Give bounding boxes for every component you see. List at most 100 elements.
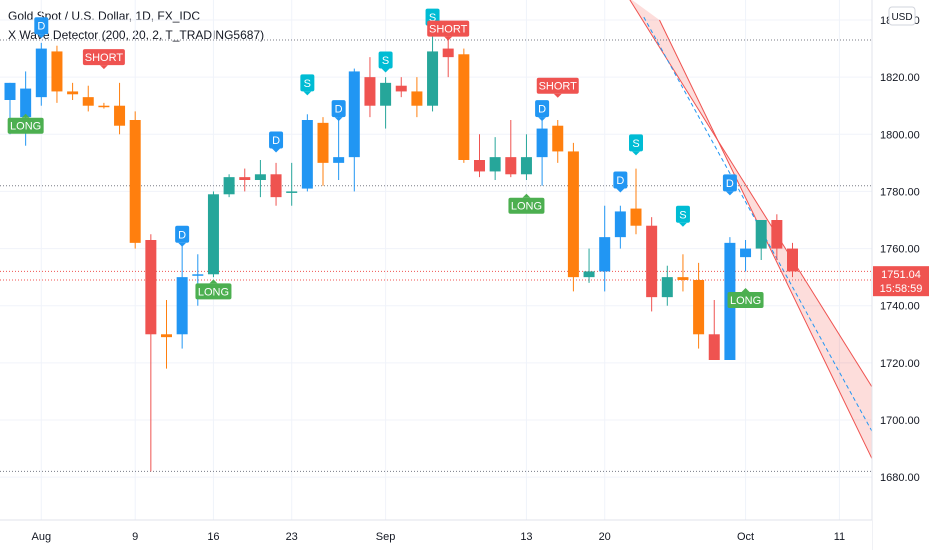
x-tick-label: Aug bbox=[32, 531, 52, 543]
signal-d-tag: D bbox=[613, 171, 628, 193]
signal-tag-pointer bbox=[678, 222, 687, 227]
candle-body bbox=[223, 177, 235, 195]
candle-body bbox=[536, 128, 548, 158]
signal-tag-pointer bbox=[616, 188, 625, 193]
candle-body bbox=[489, 157, 501, 172]
signal-tag-box bbox=[378, 51, 393, 69]
candle-body bbox=[552, 125, 564, 152]
candle-body bbox=[286, 191, 298, 193]
signal-tag-box bbox=[508, 197, 545, 214]
signal-tag-pointer bbox=[444, 36, 453, 41]
candle-body bbox=[4, 82, 16, 100]
candle-body bbox=[395, 85, 407, 92]
signal-tag-label: S bbox=[632, 138, 639, 150]
signal-d-tag: D bbox=[535, 100, 550, 122]
signal-s-tag: S bbox=[378, 51, 393, 73]
signal-tag-pointer bbox=[381, 68, 390, 73]
candle-body bbox=[35, 48, 47, 98]
signal-tag-label: LONG bbox=[198, 286, 229, 298]
signal-tag-label: D bbox=[335, 104, 343, 116]
candle-body bbox=[740, 248, 752, 258]
signal-short-tag: SHORT bbox=[427, 20, 470, 41]
signal-short-tag: SHORT bbox=[536, 77, 579, 98]
y-tick-label: 1720.00 bbox=[880, 358, 920, 370]
signal-tag-pointer bbox=[334, 117, 343, 122]
candle-body bbox=[239, 177, 251, 180]
y-tick-label: 1820.00 bbox=[880, 72, 920, 84]
candle-body bbox=[442, 48, 454, 58]
x-tick-label: 20 bbox=[599, 531, 611, 543]
x-tick-label: 23 bbox=[286, 531, 298, 543]
signal-tag-pointer bbox=[522, 193, 531, 198]
currency-label: USD bbox=[891, 12, 912, 23]
signal-tag-pointer bbox=[209, 279, 218, 284]
signal-tag-box bbox=[300, 74, 315, 92]
time-axis-bg bbox=[0, 520, 872, 550]
candle-body bbox=[630, 208, 642, 226]
signal-tag-box bbox=[195, 283, 232, 300]
candle-body bbox=[661, 277, 673, 298]
signal-tag-pointer bbox=[632, 151, 640, 156]
candle-body bbox=[599, 237, 611, 272]
y-tick-label: 1740.00 bbox=[880, 301, 920, 313]
signal-tag-pointer bbox=[303, 91, 312, 96]
y-tick-label: 1800.00 bbox=[880, 129, 920, 141]
channel-lower-line bbox=[659, 19, 900, 515]
y-tick-label: 1700.00 bbox=[880, 415, 920, 427]
candle-body bbox=[583, 271, 595, 278]
currency-badge: USD bbox=[888, 6, 916, 26]
signal-long-tag: LONG bbox=[727, 288, 764, 308]
signal-tag-label: D bbox=[37, 21, 45, 33]
indicator-title: X Wave Detector (200, 20, 2, T_TRADING56… bbox=[8, 28, 265, 42]
signal-tag-label: D bbox=[726, 178, 734, 190]
x-tick-label: Sep bbox=[376, 531, 396, 543]
candle-body bbox=[505, 157, 517, 175]
candle-body bbox=[51, 51, 63, 92]
signal-tag-pointer bbox=[99, 65, 108, 70]
y-tick-label: 1780.00 bbox=[880, 186, 920, 198]
candle-body bbox=[458, 54, 470, 160]
signal-tag-pointer bbox=[21, 113, 30, 118]
signal-tag-box bbox=[7, 117, 44, 134]
candle-body bbox=[67, 91, 79, 95]
signal-tag-box bbox=[269, 131, 284, 149]
signal-tag-pointer bbox=[178, 242, 187, 247]
candle-body bbox=[20, 88, 32, 118]
countdown-label: 15:58:59 bbox=[880, 283, 923, 295]
candle-body bbox=[677, 277, 689, 280]
candle-body bbox=[348, 71, 360, 158]
x-tick-label: 9 bbox=[132, 531, 138, 543]
signal-tag-label: LONG bbox=[10, 121, 41, 133]
x-tick-label: 16 bbox=[207, 531, 219, 543]
candle-body bbox=[98, 105, 110, 108]
candle-body bbox=[254, 174, 266, 180]
signal-tag-label: SHORT bbox=[85, 52, 124, 64]
signal-s-tag: S bbox=[629, 134, 643, 156]
candle-body bbox=[161, 334, 172, 338]
signal-tag-box bbox=[34, 17, 49, 35]
last-price-box bbox=[873, 266, 929, 297]
signal-s-tag: S bbox=[675, 205, 690, 227]
candles bbox=[4, 31, 798, 472]
signal-tag-label: D bbox=[178, 229, 186, 241]
signal-d-tag: D bbox=[331, 100, 346, 122]
x-tick-label: 13 bbox=[520, 531, 532, 543]
signal-short-tag: SHORT bbox=[82, 49, 125, 70]
signal-tag-label: S bbox=[304, 78, 311, 90]
candle-body bbox=[301, 120, 313, 189]
x-tick-label: Oct bbox=[737, 531, 754, 543]
signal-long-tag: LONG bbox=[508, 193, 545, 214]
signal-tag-label: D bbox=[616, 175, 624, 187]
candle-body bbox=[333, 157, 345, 163]
signal-tag-label: D bbox=[538, 104, 546, 116]
last-price-label: 1751.04 bbox=[881, 269, 921, 281]
signal-tag-label: D bbox=[272, 135, 280, 147]
candle-body bbox=[176, 277, 188, 335]
candle-body bbox=[114, 105, 126, 126]
candle-body bbox=[145, 240, 157, 335]
candle-body bbox=[787, 248, 798, 272]
y-tick-label: 1760.00 bbox=[880, 244, 920, 256]
signal-long-tag: LONG bbox=[7, 113, 44, 134]
